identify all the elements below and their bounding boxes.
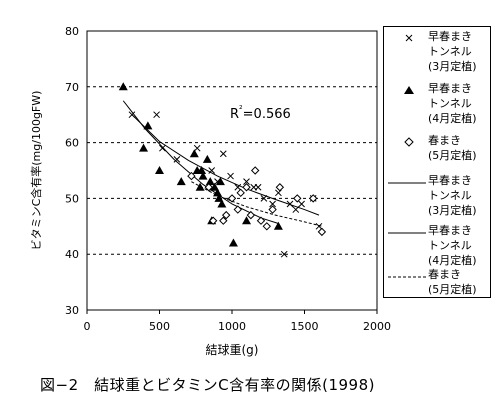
legend-label: 早春まき トンネル (3月定植) [428, 30, 477, 73]
triangle-marker [189, 149, 199, 158]
y-tick-label: 60 [65, 137, 79, 150]
x-tick-label: 1000 [218, 320, 246, 333]
x-tick-label: 1500 [291, 320, 319, 333]
y-tick-label: 40 [65, 248, 79, 261]
x-marker [153, 111, 160, 119]
x-marker [260, 195, 268, 202]
y-tick-label: 70 [65, 81, 79, 94]
x-axis-label: 結球重(g) [206, 343, 259, 357]
dashed-line-icon [388, 276, 426, 278]
diamond-marker [246, 210, 256, 220]
triangle-marker-icon [404, 86, 414, 94]
x-marker [159, 144, 166, 152]
triangle-marker [228, 238, 238, 247]
triangle-marker [176, 177, 186, 186]
x-marker [269, 200, 276, 208]
y-tick-label: 30 [65, 304, 79, 317]
triangle-marker [215, 177, 225, 186]
legend: 早春まき トンネル (3月定植) 早春まき トンネル (4月定植) 春まき (5… [383, 26, 491, 298]
diamond-marker-icon [404, 137, 414, 147]
diamond-marker [227, 194, 237, 203]
triangle-marker [213, 188, 222, 197]
triangle-marker [217, 199, 227, 208]
triangle-marker [155, 166, 164, 174]
triangle-marker [242, 216, 251, 225]
fit-line [131, 114, 320, 216]
legend-label: 早春まき トンネル (4月定植) [428, 224, 477, 267]
y-tick-label: 50 [65, 192, 79, 205]
diamond-marker [250, 166, 260, 175]
diamond-marker [242, 183, 251, 192]
triangle-marker [202, 154, 212, 163]
legend-label: 早春まき トンネル (4月定植) [428, 82, 477, 125]
diamond-marker [236, 188, 245, 198]
diamond-marker [256, 216, 266, 225]
triangle-marker [214, 193, 224, 202]
x-marker [128, 111, 136, 119]
figure-caption: 図−2 結球重とビタミンC含有率の関係(1998) [40, 376, 375, 394]
x-marker-icon [405, 34, 413, 42]
x-marker [234, 183, 242, 191]
diamond-marker [208, 216, 218, 225]
fit-line [191, 181, 323, 227]
diamond-marker [268, 205, 277, 214]
plot-area [86, 30, 378, 311]
x-marker [219, 150, 227, 158]
triangle-marker [118, 82, 128, 91]
triangle-marker [195, 182, 205, 191]
triangle-marker [197, 166, 207, 174]
r-squared-annotation: R²=0.566 [230, 105, 291, 122]
triangle-marker [205, 177, 215, 186]
x-tick-label: 2000 [363, 320, 391, 333]
solid-line-icon [388, 182, 426, 184]
diamond-marker [221, 210, 231, 220]
x-marker [227, 172, 234, 180]
x-tick-label: 500 [149, 320, 170, 333]
triangle-marker [210, 182, 220, 191]
x-marker [208, 167, 216, 174]
x-marker [315, 222, 323, 230]
diamond-marker [275, 183, 285, 192]
x-marker [254, 183, 262, 191]
x-marker [280, 250, 288, 258]
diamond-marker [293, 194, 302, 203]
solid-line-icon [388, 232, 426, 234]
diamond-marker [262, 222, 272, 231]
triangle-marker [139, 143, 149, 152]
diamond-marker [308, 194, 318, 203]
x-marker [286, 200, 294, 208]
triangle-marker [198, 171, 208, 180]
triangle-marker [143, 121, 153, 130]
x-marker [173, 155, 181, 163]
legend-label: 春まき (5月定植) [428, 134, 477, 162]
diamond-marker [233, 205, 243, 214]
diamond-marker [219, 216, 228, 225]
diamond-marker [204, 183, 214, 192]
diamond-marker [187, 171, 196, 181]
x-marker [243, 178, 250, 186]
legend-label: 春まき (5月定植) [428, 268, 477, 296]
triangle-marker [273, 221, 283, 230]
x-marker [292, 206, 300, 213]
x-marker [193, 144, 201, 152]
diamond-marker [317, 227, 327, 237]
y-tick-label: 80 [65, 25, 79, 38]
x-marker [298, 200, 305, 208]
y-axis-label: ビタミンC含有率(mg/100gFW) [29, 91, 43, 251]
x-tick-label: 0 [84, 320, 91, 333]
legend-label: 早春まき トンネル (3月定植) [428, 174, 477, 217]
